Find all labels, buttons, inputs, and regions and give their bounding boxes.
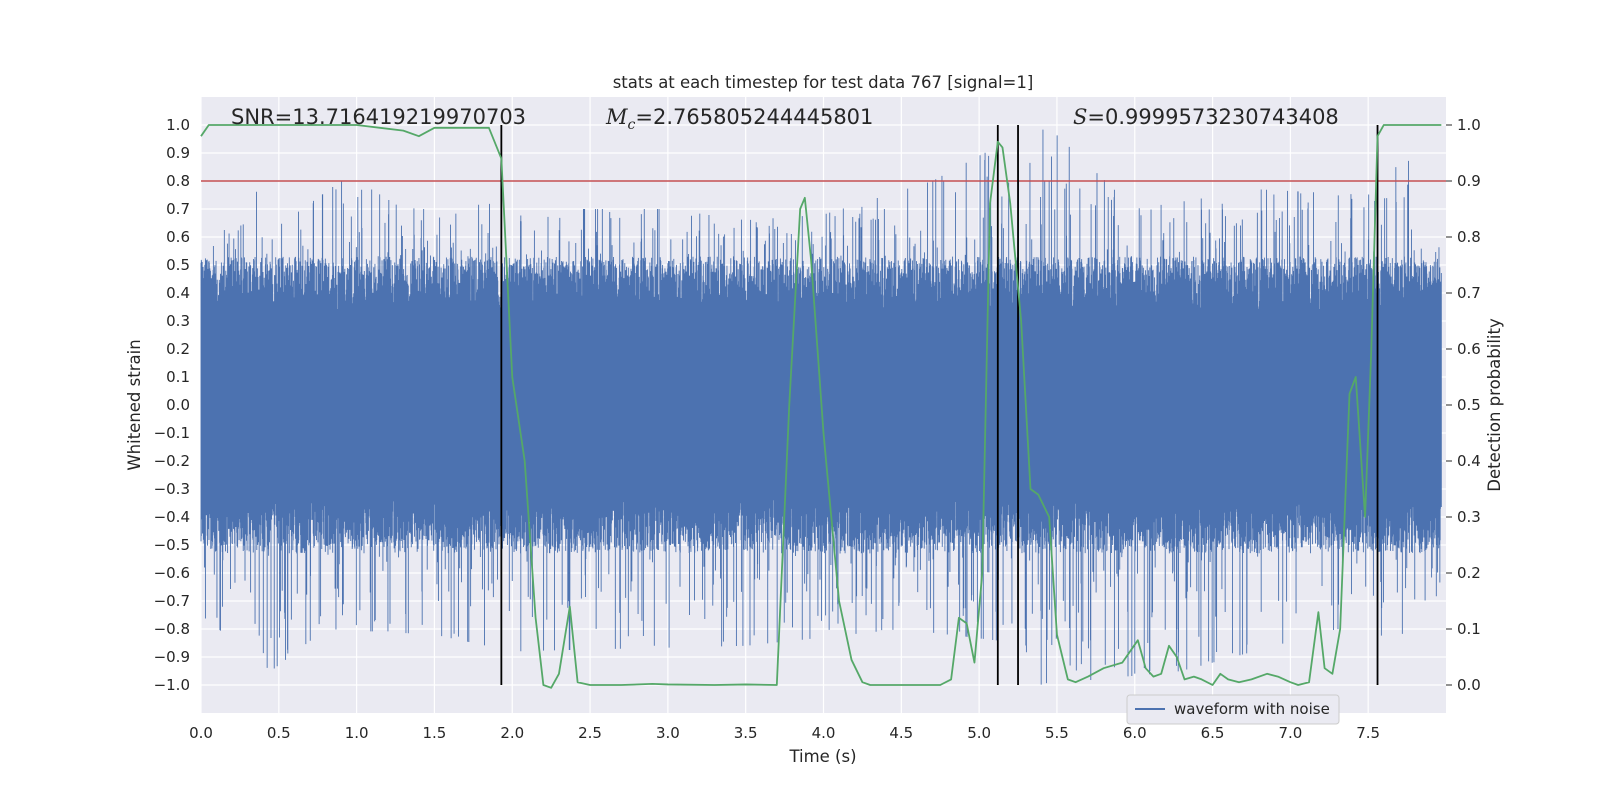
y-left-tick-label: 0.2: [166, 340, 190, 358]
y-left-tick-label: 0.6: [166, 228, 190, 246]
y-left-tick-label: 0.4: [166, 284, 190, 302]
y-left-tick-label: 0.7: [166, 200, 190, 218]
y-right-tick-label: 0.1: [1457, 620, 1481, 638]
x-tick-label: 7.5: [1356, 724, 1380, 742]
y-left-tick-label: −1.0: [154, 676, 190, 694]
x-tick-label: 5.5: [1045, 724, 1069, 742]
legend: waveform with noise: [1126, 694, 1340, 725]
y-axis-left-label: Whitened strain: [125, 339, 144, 470]
y-right-tick-label: 1.0: [1457, 116, 1481, 134]
y-left-tick-label: −0.6: [154, 564, 190, 582]
y-right-tick-label: 0.4: [1457, 452, 1481, 470]
y-left-tick-label: 0.8: [166, 172, 190, 190]
x-axis-label: Time (s): [788, 747, 856, 766]
x-tick-label: 0.0: [189, 724, 213, 742]
x-tick-label: 2.5: [578, 724, 602, 742]
chirp-mass-symbol: M: [605, 105, 628, 129]
y-left-tick-label: −0.1: [154, 424, 190, 442]
y-left-tick-label: −0.3: [154, 480, 190, 498]
y-left-tick-label: −0.4: [154, 508, 190, 526]
x-tick-label: 4.0: [812, 724, 836, 742]
y-left-tick-label: 0.0: [166, 396, 190, 414]
score-symbol: S: [1073, 105, 1087, 129]
y-right-tick-label: 0.3: [1457, 508, 1481, 526]
x-tick-label: 3.0: [656, 724, 680, 742]
x-tick-label: 0.5: [267, 724, 291, 742]
score-annotation: S=0.9999573230743408: [1073, 105, 1339, 129]
y-right-tick-label: 0.5: [1457, 396, 1481, 414]
y-left-tick-label: 0.1: [166, 368, 190, 386]
x-tick-label: 6.0: [1123, 724, 1147, 742]
chirp-mass-subscript: c: [628, 117, 636, 133]
y-left-tick-label: 0.3: [166, 312, 190, 330]
chirp-mass-value: =2.765805244445801: [635, 105, 873, 129]
y-left-tick-label: −0.8: [154, 620, 190, 638]
probability-line: [200, 124, 1442, 689]
x-tick-label: 1.5: [423, 724, 447, 742]
y-left-tick-labels: 1.0 0.9 0.8 0.7 0.6 0.5 0.4 0.3 0.2 0.1 0.0 −0.1 −0.…: [154, 116, 190, 694]
chart-title: stats at each timestep for test data 767…: [613, 73, 1034, 92]
x-tick-label: 5.0: [967, 724, 991, 742]
legend-label: waveform with noise: [1174, 700, 1330, 718]
y-right-tick-label: 0.0: [1457, 676, 1481, 694]
x-tick-label: 6.5: [1201, 724, 1225, 742]
x-tick-label: 4.5: [889, 724, 913, 742]
x-tick-label: 2.0: [500, 724, 524, 742]
y-left-tick-label: −0.9: [154, 648, 190, 666]
y-right-tick-label: 0.9: [1457, 172, 1481, 190]
x-tick-labels: 0.0 0.5 1.0 1.5 2.0 2.5 3.0 3.5 4.0 4.5 5.0 5.5 6.0 6…: [189, 724, 1380, 742]
y-left-tick-label: 1.0: [166, 116, 190, 134]
y-right-tick-label: 0.2: [1457, 564, 1481, 582]
y-left-tick-label: 0.9: [166, 144, 190, 162]
y-left-tick-label: −0.2: [154, 452, 190, 470]
y-left-tick-label: 0.5: [166, 256, 190, 274]
probability-series: [200, 124, 1442, 689]
y-right-tick-label: 0.8: [1457, 228, 1481, 246]
y-right-tick-label: 0.7: [1457, 284, 1481, 302]
x-tick-label: 3.5: [734, 724, 758, 742]
chirp-mass-annotation: Mc=2.765805244445801: [605, 105, 873, 133]
score-value: =0.9999573230743408: [1087, 105, 1338, 129]
y-axis-right-label: Detection probability: [1485, 318, 1504, 492]
x-tick-label: 7.0: [1278, 724, 1302, 742]
snr-annotation: SNR=13.716419219970703: [231, 105, 526, 129]
y-right-tick-labels: 1.0 0.9 0.8 0.7 0.6 0.5 0.4 0.3 0.2 0.1 0.0: [1446, 116, 1481, 694]
legend-box: [1126, 694, 1340, 725]
y-left-tick-label: −0.7: [154, 592, 190, 610]
y-left-tick-label: −0.5: [154, 536, 190, 554]
x-tick-label: 1.0: [345, 724, 369, 742]
y-right-tick-label: 0.6: [1457, 340, 1481, 358]
vertical-markers: [500, 125, 1379, 685]
